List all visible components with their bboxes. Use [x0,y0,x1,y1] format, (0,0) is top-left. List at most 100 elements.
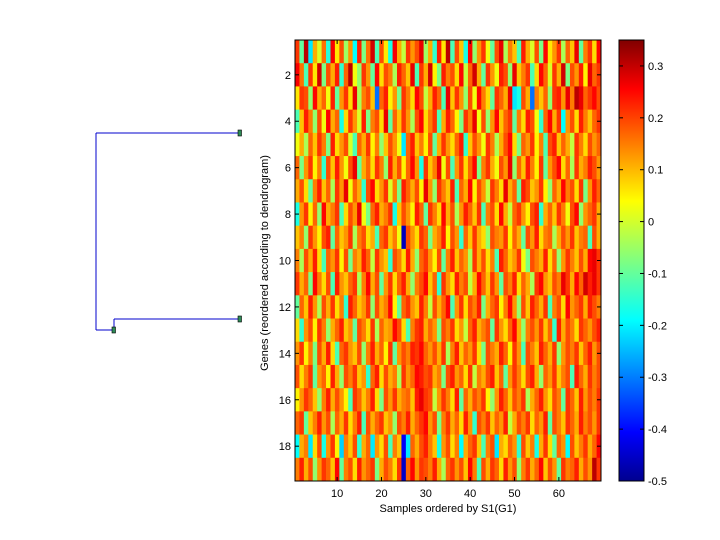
heatmap-cell [383,156,389,180]
heatmap-cell [343,225,349,250]
heatmap-cell [432,434,438,459]
heatmap-cell [401,318,407,343]
heatmap-cell [321,411,327,435]
heatmap-cell [587,272,593,296]
heatmap-cell [352,364,358,389]
heatmap-cell [308,295,314,319]
heatmap-cell [574,202,580,227]
heatmap-cell [414,364,420,389]
heatmap-cell [365,40,371,64]
heatmap-cell [569,225,575,250]
colorbar-tick-label: -0.1 [648,268,667,280]
heatmap-cell [521,434,526,459]
heatmap-cell [326,40,331,64]
heatmap-cell [578,318,584,343]
heatmap-cell [299,248,305,273]
heatmap-cell [423,318,429,343]
heatmap-cell [499,388,504,412]
heatmap-cell [521,388,526,412]
heatmap-cell [556,109,562,134]
heatmap-cell [365,318,371,343]
heatmap-cell [436,156,442,180]
heatmap-cell [308,364,314,389]
heatmap-cell [370,202,376,227]
heatmap-cell [410,411,416,435]
heatmap-cell [414,86,420,110]
heatmap-cell [321,132,327,157]
heatmap-cell [428,86,433,110]
heatmap-cell [561,86,566,110]
heatmap-cell [374,411,380,435]
heatmap-cell [512,63,518,87]
heatmap-cell [405,248,411,273]
heatmap-cell [467,132,473,157]
heatmap-cell [317,179,322,203]
heatmap-cell [494,318,500,343]
heatmap-cell [321,202,327,227]
heatmap-cell [463,248,469,273]
heatmap-cell [383,86,389,110]
heatmap-cell [556,40,562,64]
heatmap-cell [374,318,380,343]
heatmap-cell [428,341,433,366]
heatmap-cell [476,156,482,180]
heatmap-cell [547,364,553,389]
heatmap-cell [552,411,557,435]
heatmap-cell [326,202,331,227]
heatmap-cell [432,109,438,134]
heatmap-cell [521,318,526,343]
heatmap-cell [472,179,478,203]
heatmap-cell [370,318,376,343]
heatmap-cell [401,179,407,203]
heatmap-cell [450,388,455,412]
heatmap-cell [445,457,451,482]
heatmap-cell [472,156,478,180]
heatmap-cell [472,341,478,366]
heatmap-cell [552,156,557,180]
heatmap-cell [405,109,411,134]
heatmap-cell [343,248,349,273]
x-tick-label: 20 [375,488,387,500]
heatmap-cell [512,156,518,180]
heatmap-cell [445,132,451,157]
heatmap-cell [578,179,584,203]
heatmap-cell [428,202,433,227]
heatmap-cell [592,388,597,412]
heatmap-cell [583,86,589,110]
heatmap-cell [538,109,544,134]
heatmap-cell [445,63,451,87]
heatmap-cell [565,202,571,227]
heatmap-cell [574,225,580,250]
heatmap-cell [556,318,562,343]
heatmap-cell [428,225,433,250]
heatmap-cell [578,457,584,482]
heatmap-cell [459,318,464,343]
heatmap-cell [454,86,460,110]
heatmap-cell [397,109,402,134]
heatmap-cell [436,411,442,435]
heatmap-cell [343,156,349,180]
heatmap-cell [565,179,571,203]
heatmap-cell [436,40,442,64]
heatmap-cell [326,295,331,319]
heatmap-cell [569,388,575,412]
heatmap-cell [357,388,362,412]
heatmap-cell [481,457,487,482]
heatmap-cell [343,341,349,366]
heatmap-cell [583,202,589,227]
x-tick-label: 60 [553,488,565,500]
heatmap-cell [583,63,589,87]
heatmap-cell [321,272,327,296]
heatmap-cell [312,364,318,389]
heatmap-cell [592,202,597,227]
heatmap-cell [299,434,305,459]
heatmap-cell [569,40,575,64]
heatmap-cell [326,272,331,296]
heatmap-cell [379,388,385,412]
heatmap-cell [583,457,589,482]
heatmap-cell [410,156,416,180]
heatmap-cell [463,156,469,180]
heatmap-cell [534,156,540,180]
heatmap-cell [334,86,340,110]
heatmap-cell [552,388,557,412]
